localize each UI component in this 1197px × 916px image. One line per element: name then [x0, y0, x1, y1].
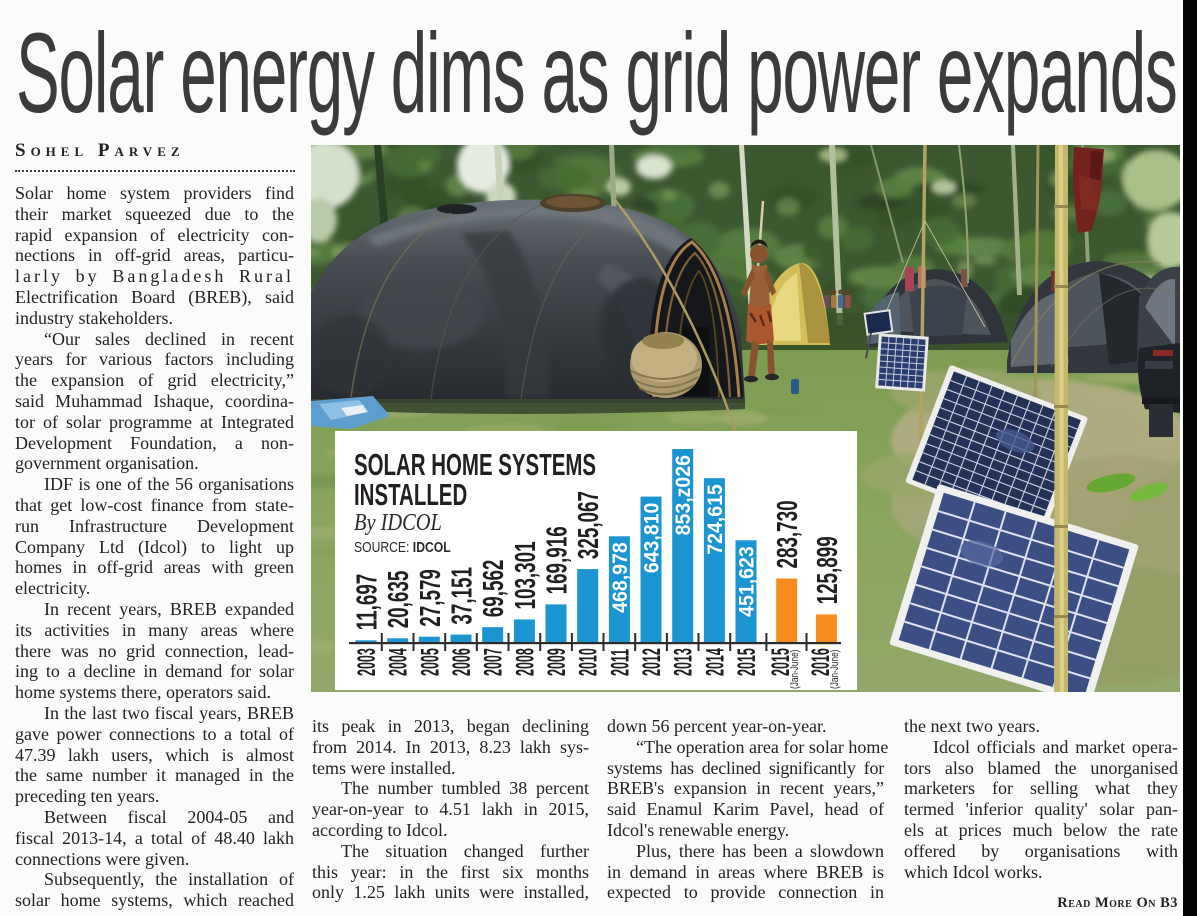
svg-text:By IDCOL: By IDCOL — [354, 508, 442, 535]
svg-text:(Jan-June): (Jan-June) — [789, 650, 801, 689]
svg-text:20,635: 20,635 — [383, 571, 415, 629]
svg-text:2012: 2012 — [638, 648, 666, 676]
svg-text:2016: 2016 — [807, 648, 835, 676]
svg-text:2015: 2015 — [733, 648, 761, 676]
svg-text:SOURCE: IDCOL: SOURCE: IDCOL — [354, 539, 451, 555]
svg-text:2004: 2004 — [385, 648, 413, 676]
svg-text:11,697: 11,697 — [352, 574, 384, 631]
svg-text:468,978: 468,978 — [609, 542, 632, 613]
svg-text:2005: 2005 — [417, 648, 445, 676]
svg-text:37,151: 37,151 — [447, 567, 479, 625]
svg-text:2007: 2007 — [480, 648, 508, 676]
svg-text:2006: 2006 — [448, 648, 476, 676]
svg-text:2014: 2014 — [702, 648, 730, 676]
svg-text:451,623: 451,623 — [736, 546, 759, 617]
svg-text:283,730: 283,730 — [772, 500, 804, 568]
svg-text:2003: 2003 — [353, 648, 381, 676]
svg-text:2015: 2015 — [768, 648, 796, 676]
svg-text:643,810: 643,810 — [641, 503, 664, 574]
svg-text:2009: 2009 — [543, 648, 571, 676]
svg-text:2011: 2011 — [607, 649, 635, 676]
svg-text:(Jan-June): (Jan-June) — [829, 650, 841, 689]
svg-text:169,916: 169,916 — [542, 526, 574, 594]
svg-text:SOLAR HOME SYSTEMS: SOLAR HOME SYSTEMS — [354, 447, 596, 482]
svg-text:103,301: 103,301 — [510, 541, 542, 609]
svg-text:724,615: 724,615 — [704, 484, 727, 555]
svg-text:853,z026: 853,z026 — [673, 455, 696, 535]
svg-text:125,899: 125,899 — [812, 536, 844, 604]
svg-text:INSTALLED: INSTALLED — [354, 477, 467, 512]
svg-text:2010: 2010 — [575, 648, 603, 676]
svg-text:69,562: 69,562 — [478, 560, 510, 618]
svg-text:2013: 2013 — [670, 648, 698, 676]
svg-text:2008: 2008 — [512, 648, 540, 676]
svg-text:27,579: 27,579 — [415, 569, 447, 627]
svg-text:325,067: 325,067 — [573, 491, 605, 559]
